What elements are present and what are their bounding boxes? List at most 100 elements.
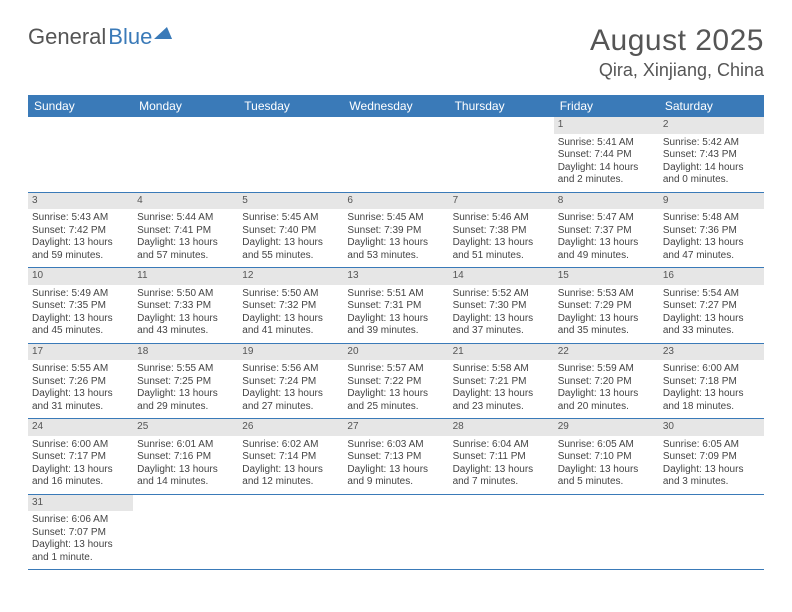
week-row: 24Sunrise: 6:00 AMSunset: 7:17 PMDayligh…	[28, 419, 764, 495]
day-header: Thursday	[449, 95, 554, 117]
sunset-line: Sunset: 7:24 PM	[242, 376, 339, 389]
day-number: 3	[28, 193, 133, 210]
day-cell: 18Sunrise: 5:55 AMSunset: 7:25 PMDayligh…	[133, 344, 238, 419]
sunset-line: Sunset: 7:10 PM	[558, 451, 655, 464]
sunrise-line: Sunrise: 5:44 AM	[137, 212, 234, 225]
day-number: 24	[28, 419, 133, 436]
day-header: Tuesday	[238, 95, 343, 117]
day-number: 21	[449, 344, 554, 361]
sunrise-line: Sunrise: 6:04 AM	[453, 439, 550, 452]
daylight-line: Daylight: 13 hours and 1 minute.	[32, 539, 129, 564]
daylight-line: Daylight: 13 hours and 37 minutes.	[453, 313, 550, 338]
sunset-line: Sunset: 7:35 PM	[32, 300, 129, 313]
brand-triangle-icon	[154, 27, 176, 39]
day-number: 14	[449, 268, 554, 285]
day-cell: 8Sunrise: 5:47 AMSunset: 7:37 PMDaylight…	[554, 193, 659, 268]
month-title: August 2025	[590, 24, 764, 58]
daylight-line: Daylight: 13 hours and 3 minutes.	[663, 464, 760, 489]
daylight-line: Daylight: 13 hours and 20 minutes.	[558, 388, 655, 413]
day-number: 30	[659, 419, 764, 436]
day-number: 23	[659, 344, 764, 361]
sunset-line: Sunset: 7:14 PM	[242, 451, 339, 464]
week-row: 17Sunrise: 5:55 AMSunset: 7:26 PMDayligh…	[28, 344, 764, 420]
day-cell: 11Sunrise: 5:50 AMSunset: 7:33 PMDayligh…	[133, 268, 238, 343]
sunrise-line: Sunrise: 5:46 AM	[453, 212, 550, 225]
day-cell: 15Sunrise: 5:53 AMSunset: 7:29 PMDayligh…	[554, 268, 659, 343]
sunrise-line: Sunrise: 6:05 AM	[558, 439, 655, 452]
location-label: Qira, Xinjiang, China	[590, 60, 764, 81]
day-number: 10	[28, 268, 133, 285]
sunrise-line: Sunrise: 5:55 AM	[137, 363, 234, 376]
day-number: 8	[554, 193, 659, 210]
day-cell: 27Sunrise: 6:03 AMSunset: 7:13 PMDayligh…	[343, 419, 448, 494]
day-number: 25	[133, 419, 238, 436]
day-number: 16	[659, 268, 764, 285]
sunset-line: Sunset: 7:20 PM	[558, 376, 655, 389]
day-header: Saturday	[659, 95, 764, 117]
day-number: 7	[449, 193, 554, 210]
empty-cell	[343, 495, 448, 570]
sunrise-line: Sunrise: 5:56 AM	[242, 363, 339, 376]
sunset-line: Sunset: 7:16 PM	[137, 451, 234, 464]
sunset-line: Sunset: 7:11 PM	[453, 451, 550, 464]
day-cell: 24Sunrise: 6:00 AMSunset: 7:17 PMDayligh…	[28, 419, 133, 494]
daylight-line: Daylight: 13 hours and 7 minutes.	[453, 464, 550, 489]
day-number: 27	[343, 419, 448, 436]
day-header: Monday	[133, 95, 238, 117]
day-cell: 6Sunrise: 5:45 AMSunset: 7:39 PMDaylight…	[343, 193, 448, 268]
day-number: 4	[133, 193, 238, 210]
daylight-line: Daylight: 13 hours and 18 minutes.	[663, 388, 760, 413]
day-number: 9	[659, 193, 764, 210]
daylight-line: Daylight: 13 hours and 51 minutes.	[453, 237, 550, 262]
sunrise-line: Sunrise: 6:06 AM	[32, 514, 129, 527]
sunrise-line: Sunrise: 5:50 AM	[137, 288, 234, 301]
daylight-line: Daylight: 13 hours and 25 minutes.	[347, 388, 444, 413]
sunrise-line: Sunrise: 6:01 AM	[137, 439, 234, 452]
page-header: GeneralBlue August 2025 Qira, Xinjiang, …	[28, 24, 764, 81]
sunset-line: Sunset: 7:44 PM	[558, 149, 655, 162]
day-cell: 3 Sunrise: 5:43 AMSunset: 7:42 PMDaylight…	[28, 193, 133, 268]
day-header: Wednesday	[343, 95, 448, 117]
empty-cell	[238, 117, 343, 192]
daylight-line: Daylight: 13 hours and 59 minutes.	[32, 237, 129, 262]
sunrise-line: Sunrise: 5:55 AM	[32, 363, 129, 376]
day-number: 2	[659, 117, 764, 134]
day-number: 26	[238, 419, 343, 436]
day-number: 1	[554, 117, 659, 134]
week-row: 10 Sunrise: 5:49 AMSunset: 7:35 PM Dayligh…	[28, 268, 764, 344]
day-cell: 7Sunrise: 5:46 AMSunset: 7:38 PMDaylight…	[449, 193, 554, 268]
sunrise-line: Sunrise: 6:05 AM	[663, 439, 760, 452]
sunset-line: Sunset: 7:36 PM	[663, 225, 760, 238]
day-cell: 1Sunrise: 5:41 AMSunset: 7:44 PMDaylight…	[554, 117, 659, 192]
sunset-line: Sunset: 7:21 PM	[453, 376, 550, 389]
brand-part1: General	[28, 24, 106, 50]
brand-part2: Blue	[108, 24, 152, 50]
day-cell: 22Sunrise: 5:59 AMSunset: 7:20 PMDayligh…	[554, 344, 659, 419]
daylight-line: Daylight: 13 hours and 47 minutes.	[663, 237, 760, 262]
sunset-line: Sunset: 7:41 PM	[137, 225, 234, 238]
sunset-line: Sunset: 7:07 PM	[32, 527, 129, 540]
daylight-line: Daylight: 13 hours and 27 minutes.	[242, 388, 339, 413]
day-cell: 23Sunrise: 6:00 AMSunset: 7:18 PMDayligh…	[659, 344, 764, 419]
daylight-line: Daylight: 13 hours and 55 minutes.	[242, 237, 339, 262]
daylight-line: Daylight: 13 hours and 57 minutes.	[137, 237, 234, 262]
sunset-line: Sunset: 7:42 PM	[32, 225, 129, 238]
daylight-line: Daylight: 13 hours and 39 minutes.	[347, 313, 444, 338]
sunrise-line: Sunrise: 5:52 AM	[453, 288, 550, 301]
day-cell: 5Sunrise: 5:45 AMSunset: 7:40 PMDaylight…	[238, 193, 343, 268]
sunset-line: Sunset: 7:27 PM	[663, 300, 760, 313]
empty-cell	[133, 495, 238, 570]
empty-cell	[133, 117, 238, 192]
sunset-line: Sunset: 7:43 PM	[663, 149, 760, 162]
title-block: August 2025 Qira, Xinjiang, China	[590, 24, 764, 81]
sunrise-line: Sunrise: 5:43 AM	[32, 212, 129, 225]
day-number: 18	[133, 344, 238, 361]
sunset-line: Sunset: 7:37 PM	[558, 225, 655, 238]
daylight-line: Daylight: 13 hours and 16 minutes.	[32, 464, 129, 489]
sunrise-line: Sunrise: 6:00 AM	[32, 439, 129, 452]
sunrise-line: Sunrise: 5:49 AM	[32, 288, 129, 301]
daylight-line: Daylight: 14 hours and 0 minutes.	[663, 162, 760, 187]
sunrise-line: Sunrise: 5:42 AM	[663, 137, 760, 150]
week-row: 1Sunrise: 5:41 AMSunset: 7:44 PMDaylight…	[28, 117, 764, 193]
day-number: 29	[554, 419, 659, 436]
